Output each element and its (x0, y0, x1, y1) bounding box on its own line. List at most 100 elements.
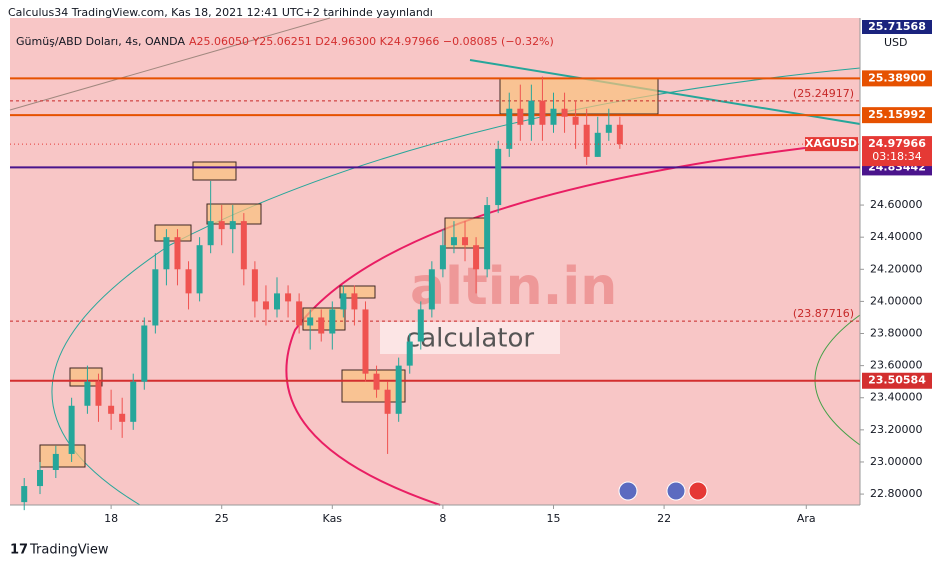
event-icon (666, 481, 686, 501)
y-tick-label: 24.20000 (870, 262, 923, 275)
candle-body (196, 245, 203, 294)
y-tick-label: 24.40000 (870, 230, 923, 243)
candle-body (384, 389, 391, 414)
candle-body (605, 124, 612, 133)
y-tick-label: 23.40000 (870, 391, 923, 404)
candle-body (229, 221, 236, 230)
candle-body (583, 124, 590, 157)
last-price: 24.97966 (868, 137, 926, 150)
candle-body (428, 269, 435, 310)
ohlc: A25.06050 Y25.06251 D24.96300 K24.97966 … (189, 35, 554, 48)
candle-body (318, 317, 325, 334)
plot-area (10, 18, 860, 505)
candle-body (616, 124, 623, 145)
level-tag (862, 107, 932, 124)
candle-body (84, 381, 91, 406)
ticker-tag (805, 137, 858, 152)
candle-body (473, 245, 480, 270)
box (339, 285, 376, 299)
y-tick-label: 22.80000 (870, 487, 923, 500)
candle-body (506, 108, 513, 149)
drawings (9, 17, 861, 506)
candle-body (572, 116, 579, 125)
x-tick-label: 22 (657, 512, 671, 525)
level-tag (862, 372, 932, 389)
candle-body (484, 205, 491, 270)
box (499, 77, 659, 115)
event-icon (618, 481, 638, 501)
candle-body (240, 221, 247, 270)
candle-body (373, 373, 380, 390)
candle-body (406, 341, 413, 366)
watermark-sub: calculator (406, 324, 534, 354)
candle-body (561, 108, 568, 117)
dashed-level-label: (23.87716) (793, 307, 854, 320)
candle-body (119, 413, 126, 422)
level-label: 25.15992 (868, 108, 926, 121)
y-tick-label: 23.20000 (870, 423, 923, 436)
candle-body (395, 365, 402, 414)
y-tick-label: 23.60000 (870, 359, 923, 372)
candle-body (68, 405, 75, 454)
candle-body (95, 381, 102, 406)
arc (285, 147, 806, 506)
candle-body (307, 317, 314, 326)
symbol: Gümüş/ABD Doları, 4s, OANDA (16, 35, 185, 48)
candle-body (539, 100, 546, 125)
box (206, 203, 262, 225)
candle-body (417, 309, 424, 342)
box (39, 444, 86, 468)
candle-body (251, 269, 258, 302)
candle-body (218, 221, 225, 230)
candle-body (329, 309, 336, 334)
ticker: XAGUSD (805, 137, 857, 150)
trend-line (469, 59, 861, 125)
x-tick-label: 25 (215, 512, 229, 525)
candle-body (207, 221, 214, 246)
trend-line (9, 17, 331, 111)
candle-body (296, 301, 303, 326)
x-tick-label: 15 (546, 512, 560, 525)
candle-body (340, 293, 347, 310)
candle-body (351, 293, 358, 310)
level-label: 23.50584 (868, 374, 926, 387)
y-tick-label: 23.00000 (870, 455, 923, 468)
candle-body (439, 245, 446, 270)
level-label: 25.38900 (868, 71, 926, 84)
candle-body (528, 100, 535, 125)
x-tick-label: 8 (439, 512, 446, 525)
x-tick-label: Kas (323, 512, 343, 525)
candle-body (152, 269, 159, 326)
candle-body (285, 293, 292, 302)
candle-body (108, 405, 115, 414)
candle-body (37, 469, 44, 487)
event-icon (688, 481, 708, 501)
candle-body (130, 381, 137, 422)
x-tick-label: 18 (104, 512, 118, 525)
candle-body (517, 108, 524, 125)
y-tick-label: 24.00000 (870, 294, 923, 307)
x-tick-label: Ara (797, 512, 816, 525)
candle-body (450, 237, 457, 246)
y-tick-label: 24.60000 (870, 198, 923, 211)
candle-body (362, 309, 369, 374)
candle-body (21, 486, 28, 503)
box (341, 369, 406, 403)
footer: TradingView (29, 543, 109, 558)
box (192, 161, 237, 181)
candle-body (594, 132, 601, 157)
candle-body (163, 237, 170, 270)
event-icons (618, 481, 708, 501)
top-price: 25.71568 (868, 20, 926, 33)
level-tag (862, 70, 932, 87)
last-price-tag (862, 136, 932, 167)
candle-body (141, 325, 148, 382)
countdown: 03:18:34 (872, 150, 921, 163)
dashed-level-label: (25.24917) (793, 87, 854, 100)
candle-body (262, 301, 269, 310)
candle-body (174, 237, 181, 270)
footer-logo: 17 (10, 543, 28, 558)
currency: USD (884, 36, 908, 49)
header: Calculus34 TradingView.com, Kas 18, 2021… (8, 6, 433, 19)
